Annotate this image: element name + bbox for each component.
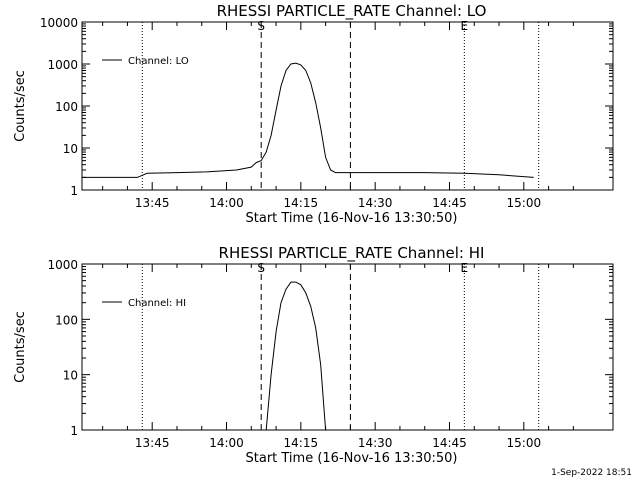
event-marker-label: E [461, 261, 469, 275]
chart-title: RHESSI PARTICLE_RATE Channel: LO [217, 2, 487, 21]
y-tick-label: 100 [55, 100, 78, 114]
x-tick-label: 14:30 [358, 436, 393, 450]
x-tick-label: 14:15 [284, 436, 319, 450]
x-tick-label: 14:30 [358, 196, 393, 210]
y-tick-label: 1000 [47, 258, 78, 272]
y-tick-label: 1000 [47, 58, 78, 72]
x-tick-label: 13:45 [135, 436, 170, 450]
y-tick-label: 10000 [40, 16, 78, 30]
event-marker-label: E [461, 19, 469, 33]
series-line [265, 281, 327, 431]
x-tick-label: 14:00 [209, 196, 244, 210]
y-tick-label: 10 [63, 369, 78, 383]
plot-frame [81, 263, 614, 431]
x-tick-label: 14:45 [432, 196, 467, 210]
plot-timestamp: 1-Sep-2022 18:51 [551, 468, 632, 478]
x-axis-label: Start Time (16-Nov-16 13:30:50) [246, 451, 458, 466]
y-axis-label: Counts/sec [13, 311, 28, 383]
plot-frame [81, 21, 614, 191]
x-tick-label: 14:45 [432, 436, 467, 450]
y-tick-label: 1 [70, 424, 78, 438]
x-axis-label: Start Time (16-Nov-16 13:30:50) [246, 211, 458, 226]
y-axis-label: Counts/sec [13, 70, 28, 142]
x-tick-label: 14:00 [209, 436, 244, 450]
y-tick-label: 1 [70, 184, 78, 198]
event-marker-label: S [257, 19, 265, 33]
y-tick-label: 10 [63, 142, 78, 156]
chart-title: RHESSI PARTICLE_RATE Channel: HI [219, 244, 485, 263]
x-tick-label: 13:45 [135, 196, 170, 210]
legend-label: Channel: HI [128, 298, 186, 309]
event-marker-label: S [257, 261, 265, 275]
legend-label: Channel: LO [128, 56, 189, 67]
x-tick-label: 15:00 [507, 196, 542, 210]
x-tick-label: 14:15 [284, 196, 319, 210]
series-line [82, 62, 534, 178]
y-tick-label: 100 [55, 313, 78, 327]
x-tick-label: 15:00 [507, 436, 542, 450]
